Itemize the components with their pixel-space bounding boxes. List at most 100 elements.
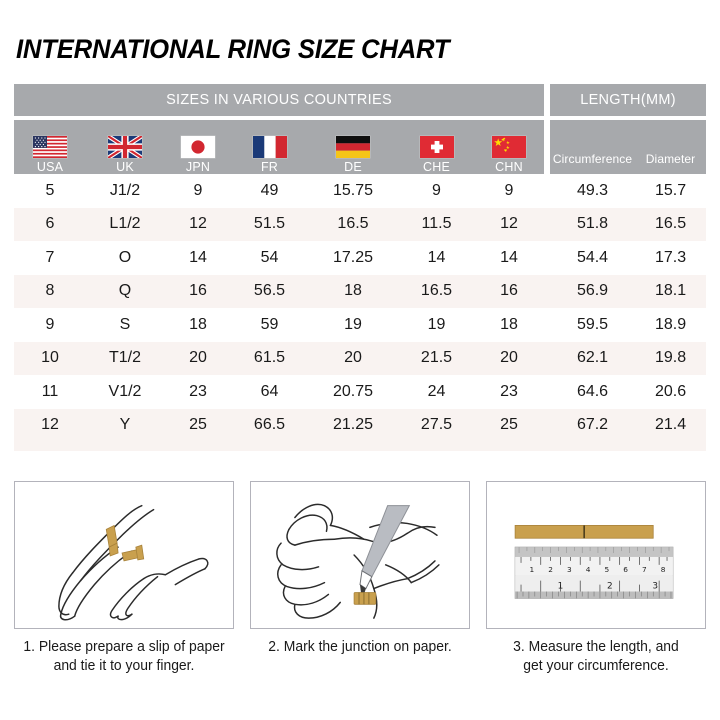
flag-chn-icon (492, 136, 526, 158)
table-cell: 18 (164, 308, 232, 342)
table-cell: 14 (399, 241, 474, 275)
table-cell: O (86, 241, 164, 275)
table-cell: 9 (14, 308, 86, 342)
svg-text:7: 7 (642, 565, 647, 574)
header-separator-lower (544, 120, 551, 174)
size-chart-table: SIZES IN VARIOUS COUNTRIES LENGTH(MM) (14, 84, 707, 451)
table-row: 12 Y 25 66.5 21.25 27.5 25 67.2 21.4 (14, 408, 707, 442)
row-separator (544, 274, 551, 308)
table-cell: S (86, 308, 164, 342)
hand-marking-paper-with-pen-illustration-icon (276, 503, 440, 619)
header-row-gap (14, 116, 707, 120)
table-cell: Y (86, 408, 164, 442)
table-cell: 16.5 (635, 207, 707, 241)
column-label-jpn: JPN (185, 160, 211, 174)
column-label-chn: CHN (495, 160, 523, 174)
table-cell: 9 (474, 174, 545, 208)
table-cell: 16 (474, 274, 545, 308)
group-header-countries: SIZES IN VARIOUS COUNTRIES (14, 84, 545, 116)
flag-usa-icon (33, 136, 67, 158)
table-bottom-edge (14, 442, 707, 451)
flag-fr-icon (252, 136, 287, 158)
table-body: 5 J1/2 9 49 15.75 9 9 49.3 15.7 6 L1/2 12 51.5 16.5 11… (14, 174, 707, 451)
table-cell: 27.5 (399, 408, 474, 442)
instruction-illustration-1 (14, 481, 234, 629)
table-cell: 49 (232, 174, 307, 208)
table-cell: 10 (14, 341, 86, 375)
column-label-diameter: Diameter (645, 152, 696, 166)
table-cell: 23 (164, 375, 232, 409)
svg-text:8: 8 (661, 565, 666, 574)
column-label-uk: UK (116, 160, 134, 174)
table-cell: 66.5 (232, 408, 307, 442)
table-cell: L1/2 (86, 207, 164, 241)
instruction-illustration-2 (250, 481, 470, 629)
svg-text:2: 2 (607, 582, 613, 592)
column-header-che: CHE (399, 120, 474, 174)
column-header-usa: USA (14, 120, 86, 174)
table-cell: 17.25 (307, 241, 399, 275)
column-label-che: CHE (423, 160, 450, 174)
table-cell: 8 (14, 274, 86, 308)
table-group-header-row: SIZES IN VARIOUS COUNTRIES LENGTH(MM) (14, 84, 707, 116)
table-cell: 56.5 (232, 274, 307, 308)
svg-text:1: 1 (558, 582, 564, 592)
svg-text:3: 3 (567, 565, 572, 574)
table-cell: 49.3 (550, 174, 636, 208)
instruction-step-2: 2. Mark the junction on paper. (250, 481, 470, 676)
column-label-usa: USA (36, 160, 64, 174)
header-separator (544, 84, 551, 116)
table-row: 10 T1/2 20 61.5 20 21.5 20 62.1 19.8 (14, 341, 707, 375)
table-cell: V1/2 (86, 375, 164, 409)
flag-jpn-icon (181, 136, 215, 158)
instruction-caption-3: 3. Measure the length, and get your circ… (513, 639, 679, 674)
column-header-jpn: JPN (164, 120, 232, 174)
table-row: 9 S 18 59 19 19 18 59.5 18.9 (14, 308, 707, 342)
svg-text:5: 5 (604, 565, 609, 574)
table-row: 8 Q 16 56.5 18 16.5 16 56.9 18.1 (14, 274, 707, 308)
table-cell: 11 (14, 375, 86, 409)
table-cell: 18.9 (635, 308, 707, 342)
table-row: 7 O 14 54 17.25 14 14 54.4 17.3 (14, 241, 707, 275)
table-cell: 20 (474, 341, 545, 375)
table-cell: 20.6 (635, 375, 707, 409)
table-cell: 9 (399, 174, 474, 208)
table-row: 5 J1/2 9 49 15.75 9 9 49.3 15.7 (14, 174, 707, 208)
table-cell: 11.5 (399, 207, 474, 241)
table-cell: 20 (164, 341, 232, 375)
table-cell: 64 (232, 375, 307, 409)
table-cell: 20.75 (307, 375, 399, 409)
table-cell: 25 (164, 408, 232, 442)
table-cell: 18 (474, 308, 545, 342)
instruction-caption-2: 2. Mark the junction on paper. (268, 639, 452, 655)
table-cell: 15.75 (307, 174, 399, 208)
table-cell: 25 (474, 408, 545, 442)
svg-text:2: 2 (548, 565, 553, 574)
table-country-header-row: USA UK (14, 120, 707, 174)
row-separator (544, 408, 551, 442)
table-cell: 59 (232, 308, 307, 342)
column-label-fr: FR (260, 160, 279, 174)
table-cell: 19.8 (635, 341, 707, 375)
table-cell: 23 (474, 375, 545, 409)
table-cell: 14 (474, 241, 545, 275)
hand-with-paper-strip-illustration-icon (58, 504, 209, 621)
table-cell: 21.25 (307, 408, 399, 442)
table-row: 6 L1/2 12 51.5 16.5 11.5 12 51.8 16.5 (14, 207, 707, 241)
table-cell: 18.1 (635, 274, 707, 308)
page-title: INTERNATIONAL RING SIZE CHART (16, 34, 450, 64)
table-cell: 14 (164, 241, 232, 275)
table-cell: 18 (307, 274, 399, 308)
size-chart-table-wrapper: SIZES IN VARIOUS COUNTRIES LENGTH(MM) (14, 84, 707, 451)
table-cell: 62.1 (550, 341, 636, 375)
svg-text:1: 1 (530, 565, 535, 574)
table-cell: J1/2 (86, 174, 164, 208)
svg-text:4: 4 (586, 565, 591, 574)
table-cell: 56.9 (550, 274, 636, 308)
table-cell: 15.7 (635, 174, 707, 208)
table-cell: 17.3 (635, 241, 707, 275)
column-header-circumference: Circumference (550, 120, 636, 174)
